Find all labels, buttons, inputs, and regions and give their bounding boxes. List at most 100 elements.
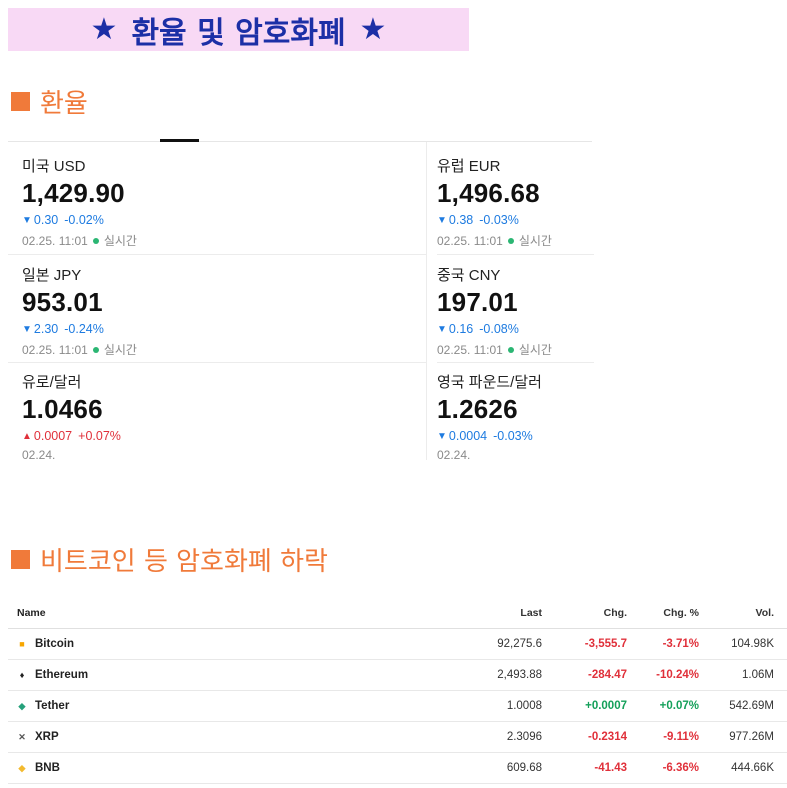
arrow-down-icon: ▼ — [22, 323, 32, 335]
fx-rate-value: 1.0466 — [22, 394, 103, 424]
fx-live-label: 실시간 — [518, 343, 552, 357]
fx-timestamp: 02.25. 11:01 — [437, 342, 503, 357]
square-bullet-icon — [11, 92, 30, 111]
crypto-last: 92,275.6 — [497, 638, 542, 650]
crypto-chg: -0.2314 — [587, 731, 627, 743]
fx-change-amount: 0.0007 — [33, 429, 73, 443]
fx-change-pct: -0.02% — [64, 213, 104, 227]
fx-meta: 02.25. 11:01 실시간 — [22, 232, 182, 249]
fx-card[interactable]: 유럽 EUR 1,496.68 ▼ 0.38 -0.03% 02.25. 11:… — [437, 155, 597, 249]
crypto-vol: 444.66K — [731, 762, 774, 774]
crypto-chg-pct: -3.71% — [662, 638, 699, 650]
fx-change-amount: 0.0004 — [448, 429, 488, 443]
crypto-table-body: ■ Bitcoin 92,275.6 -3,555.7 -3.71% 104.9… — [8, 629, 787, 784]
fx-card[interactable]: 미국 USD 1,429.90 ▼ 0.30 -0.02% 02.25. 11:… — [22, 155, 182, 249]
crypto-chg-pct: -10.24% — [656, 669, 699, 681]
fx-row-divider — [8, 362, 426, 363]
fx-currency-name[interactable]: 유로/달러 — [22, 374, 82, 391]
fx-change: ▼ 2.30 -0.24% — [22, 322, 182, 336]
fx-currency-name[interactable]: 미국 USD — [22, 158, 86, 175]
crypto-name-cell: ♦ Ethereum — [8, 669, 398, 681]
fx-change-pct: -0.24% — [64, 322, 104, 336]
crypto-name[interactable]: Ethereum — [35, 669, 89, 681]
bnb-icon: ◆ — [18, 762, 26, 773]
crypto-table-header: Name Last Chg. Chg. % Vol. — [8, 598, 787, 629]
crypto-chg-pct: -9.11% — [663, 731, 699, 743]
crypto-row[interactable]: ■ Bitcoin 92,275.6 -3,555.7 -3.71% 104.9… — [8, 629, 787, 660]
fx-change-amount: 0.30 — [33, 213, 59, 227]
col-header-vol[interactable]: Vol. — [755, 607, 774, 619]
ethereum-icon: ♦ — [19, 670, 25, 680]
crypto-vol: 542.69M — [729, 700, 774, 712]
fx-change-pct: -0.08% — [479, 322, 519, 336]
fx-change: ▲ 0.0007 +0.07% — [22, 429, 182, 443]
fx-change: ▼ 0.38 -0.03% — [437, 213, 597, 227]
fx-rate-value: 197.01 — [437, 287, 518, 317]
tether-icon: ◆ — [18, 700, 26, 711]
crypto-section-title-text: 비트코인 등 암호화폐 하락 — [40, 547, 328, 577]
fx-card[interactable]: 중국 CNY 197.01 ▼ 0.16 -0.08% 02.25. 11:01… — [437, 264, 597, 358]
star-icon: ★ — [359, 12, 387, 47]
crypto-vol: 1.06M — [742, 669, 774, 681]
col-header-last[interactable]: Last — [520, 607, 542, 619]
fx-tab-indicator[interactable] — [160, 139, 199, 142]
crypto-name[interactable]: XRP — [35, 731, 59, 743]
crypto-name[interactable]: Tether — [35, 700, 70, 712]
fx-change-amount: 2.30 — [33, 322, 59, 336]
fx-column-divider — [426, 142, 427, 460]
fx-change: ▼ 0.16 -0.08% — [437, 322, 597, 336]
xrp-icon: ✕ — [18, 731, 26, 742]
bitcoin-icon: ■ — [19, 639, 25, 649]
col-header-chg[interactable]: Chg. — [603, 607, 627, 619]
fx-change-pct: -0.03% — [479, 213, 519, 227]
crypto-row[interactable]: ♦ Ethereum 2,493.88 -284.47 -10.24% 1.06… — [8, 660, 787, 691]
arrow-down-icon: ▼ — [437, 430, 447, 442]
crypto-row[interactable]: ◆ BNB 609.68 -41.43 -6.36% 444.66K — [8, 753, 787, 784]
col-header-name[interactable]: Name — [17, 607, 46, 619]
fx-currency-name[interactable]: 일본 JPY — [22, 267, 82, 284]
fx-live-label: 실시간 — [103, 234, 137, 248]
crypto-chg: -41.43 — [594, 762, 627, 774]
fx-change-pct: -0.03% — [493, 429, 533, 443]
live-indicator-icon — [507, 346, 514, 353]
fx-live-label: 실시간 — [518, 234, 552, 248]
fx-section-title-text: 환율 — [40, 89, 88, 119]
fx-row-divider — [437, 254, 594, 255]
live-indicator-icon — [92, 346, 99, 353]
crypto-row[interactable]: ◆ Tether 1.0008 +0.0007 +0.07% 542.69M — [8, 691, 787, 722]
crypto-chg: -3,555.7 — [584, 638, 627, 650]
fx-timestamp: 02.25. 11:01 — [437, 233, 503, 248]
arrow-up-icon: ▲ — [22, 430, 32, 442]
fx-section-title: 환율 — [11, 83, 88, 120]
fx-change-amount: 0.16 — [448, 322, 474, 336]
page-banner: ★ 환율 및 암호화폐 ★ — [8, 8, 469, 51]
crypto-chg: +0.0007 — [585, 700, 627, 712]
arrow-down-icon: ▼ — [437, 323, 447, 335]
fx-rate-value: 953.01 — [22, 287, 103, 317]
col-header-chg-pct[interactable]: Chg. % — [663, 607, 699, 619]
crypto-name-cell: ✕ XRP — [8, 731, 398, 743]
fx-currency-name[interactable]: 중국 CNY — [437, 267, 501, 284]
crypto-vol: 104.98K — [731, 638, 774, 650]
crypto-chg: -284.47 — [587, 669, 627, 681]
arrow-down-icon: ▼ — [22, 214, 32, 226]
fx-card[interactable]: 일본 JPY 953.01 ▼ 2.30 -0.24% 02.25. 11:01… — [22, 264, 182, 358]
crypto-row[interactable]: ✕ XRP 2.3096 -0.2314 -9.11% 977.26M — [8, 722, 787, 753]
banner-title: 환율 및 암호화폐 — [131, 15, 346, 51]
arrow-down-icon: ▼ — [437, 214, 447, 226]
fx-currency-name[interactable]: 영국 파운드/달러 — [437, 374, 542, 391]
crypto-name[interactable]: BNB — [35, 762, 60, 774]
fx-rate-value: 1,496.68 — [437, 178, 540, 208]
crypto-vol: 977.26M — [729, 731, 774, 743]
fx-change-amount: 0.38 — [448, 213, 474, 227]
fx-card[interactable]: 유로/달러 1.0466 ▲ 0.0007 +0.07% 02.24. — [22, 371, 182, 462]
fx-rate-value: 1.2626 — [437, 394, 518, 424]
crypto-name-cell: ■ Bitcoin — [8, 638, 398, 650]
live-indicator-icon — [92, 237, 99, 244]
fx-timestamp: 02.25. 11:01 — [22, 233, 88, 248]
fx-currency-name[interactable]: 유럽 EUR — [437, 158, 501, 175]
crypto-name[interactable]: Bitcoin — [35, 638, 74, 650]
crypto-last: 1.0008 — [506, 700, 542, 712]
fx-card[interactable]: 영국 파운드/달러 1.2626 ▼ 0.0004 -0.03% 02.24. — [437, 371, 597, 462]
fx-rate-value: 1,429.90 — [22, 178, 125, 208]
